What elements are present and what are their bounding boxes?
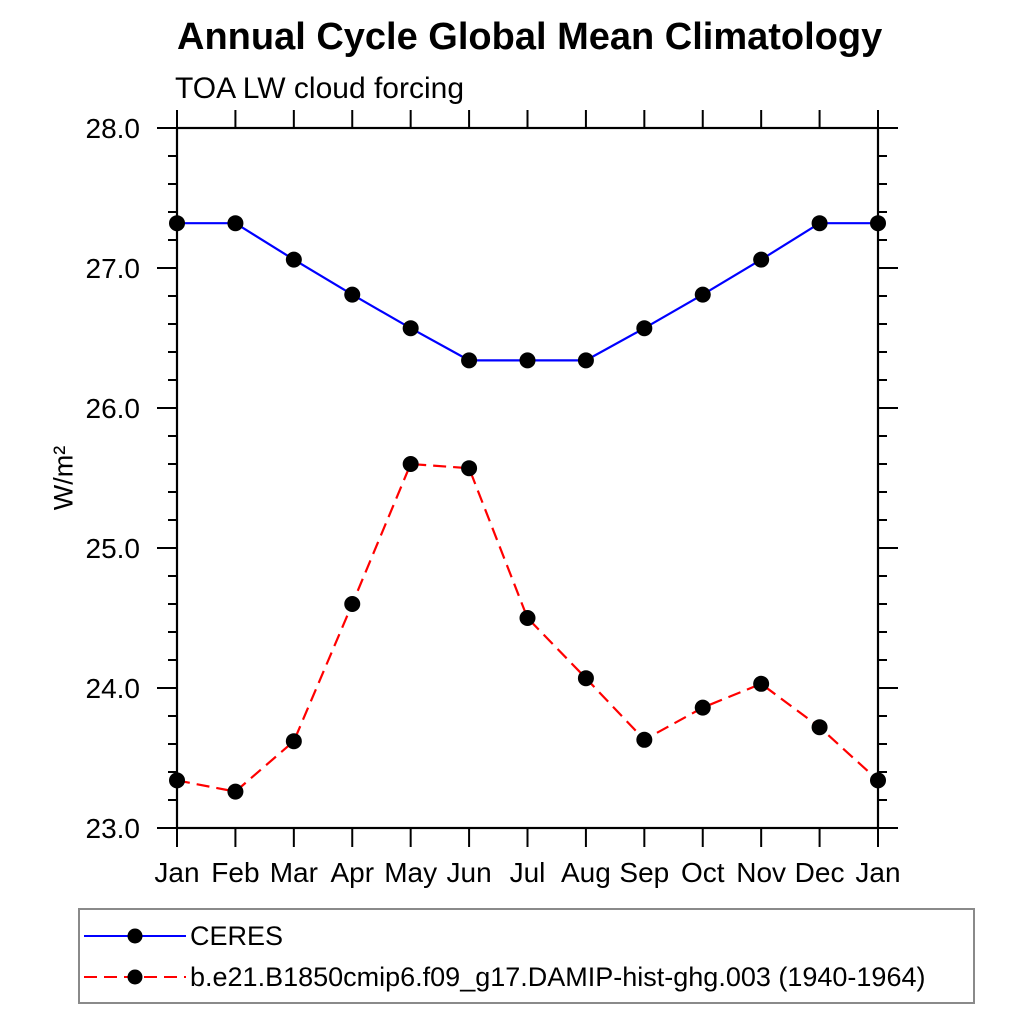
x-tick-label: Nov bbox=[736, 857, 786, 888]
data-point-marker bbox=[461, 352, 478, 369]
x-tick-label: Dec bbox=[795, 857, 845, 888]
data-point-marker bbox=[636, 731, 653, 748]
y-tick-label: 23.0 bbox=[86, 813, 141, 844]
data-point-marker bbox=[753, 251, 770, 268]
x-tick-label: Mar bbox=[270, 857, 318, 888]
y-tick-label: 25.0 bbox=[86, 533, 141, 564]
data-point-marker bbox=[461, 460, 478, 477]
data-point-marker bbox=[870, 215, 886, 232]
data-point-marker bbox=[519, 610, 536, 626]
data-point-marker bbox=[169, 772, 185, 789]
legend-label-model: b.e21.B1850cmip6.f09_g17.DAMIP-hist-ghg.… bbox=[190, 961, 926, 992]
legend-marker-dot bbox=[127, 928, 143, 944]
legend-item-model: b.e21.B1850cmip6.f09_g17.DAMIP-hist-ghg.… bbox=[84, 962, 925, 992]
x-tick-label: Aug bbox=[561, 857, 611, 888]
legend-box: CERES b.e21.B1850cmip6.f09_g17.DAMIP-his… bbox=[78, 908, 975, 1004]
data-point-marker bbox=[811, 215, 828, 232]
data-point-marker bbox=[285, 733, 302, 750]
series-line-0 bbox=[177, 222, 878, 362]
x-tick-label: Jun bbox=[447, 857, 492, 888]
series-line-1 bbox=[176, 462, 879, 793]
data-point-marker bbox=[577, 670, 594, 687]
x-tick-label: May bbox=[384, 857, 437, 888]
data-point-marker bbox=[694, 286, 711, 303]
data-point-marker bbox=[402, 320, 419, 337]
legend-label-ceres: CERES bbox=[190, 920, 284, 951]
data-point-marker bbox=[169, 215, 185, 232]
y-tick-label: 26.0 bbox=[86, 393, 141, 424]
data-point-marker bbox=[344, 596, 361, 612]
chart-title: Annual Cycle Global Mean Climatology bbox=[177, 16, 883, 58]
x-tick-label: Sep bbox=[619, 857, 669, 888]
data-point-marker bbox=[519, 352, 536, 369]
data-point-marker bbox=[227, 783, 244, 800]
data-point-marker bbox=[227, 215, 244, 232]
chart-subtitle: TOA LW cloud forcing bbox=[175, 72, 465, 105]
data-point-marker bbox=[753, 675, 770, 692]
data-point-marker bbox=[694, 699, 711, 716]
x-tick-label: Apr bbox=[330, 857, 374, 888]
data-point-marker bbox=[285, 251, 302, 268]
data-point-marker bbox=[811, 719, 828, 736]
y-tick-label: 27.0 bbox=[86, 253, 141, 284]
legend-sample-solid-line bbox=[84, 928, 186, 944]
x-tick-label: Jul bbox=[510, 857, 546, 888]
x-tick-label: Jan bbox=[855, 857, 900, 888]
data-point-marker bbox=[344, 286, 361, 303]
plot-frame bbox=[175, 126, 880, 830]
x-tick-label: Oct bbox=[681, 857, 725, 888]
data-point-marker bbox=[636, 320, 653, 337]
legend-item-ceres: CERES bbox=[84, 921, 283, 951]
legend-marker-dot bbox=[127, 969, 143, 985]
data-point-marker bbox=[402, 456, 419, 472]
x-tick-label: Feb bbox=[211, 857, 259, 888]
x-tick-label: Jan bbox=[154, 857, 199, 888]
y-tick-label: 28.0 bbox=[86, 113, 141, 144]
data-point-marker bbox=[870, 772, 886, 789]
y-tick-label: 24.0 bbox=[86, 673, 141, 704]
legend-sample-dashed-line bbox=[84, 969, 186, 985]
data-point-marker bbox=[577, 352, 594, 369]
